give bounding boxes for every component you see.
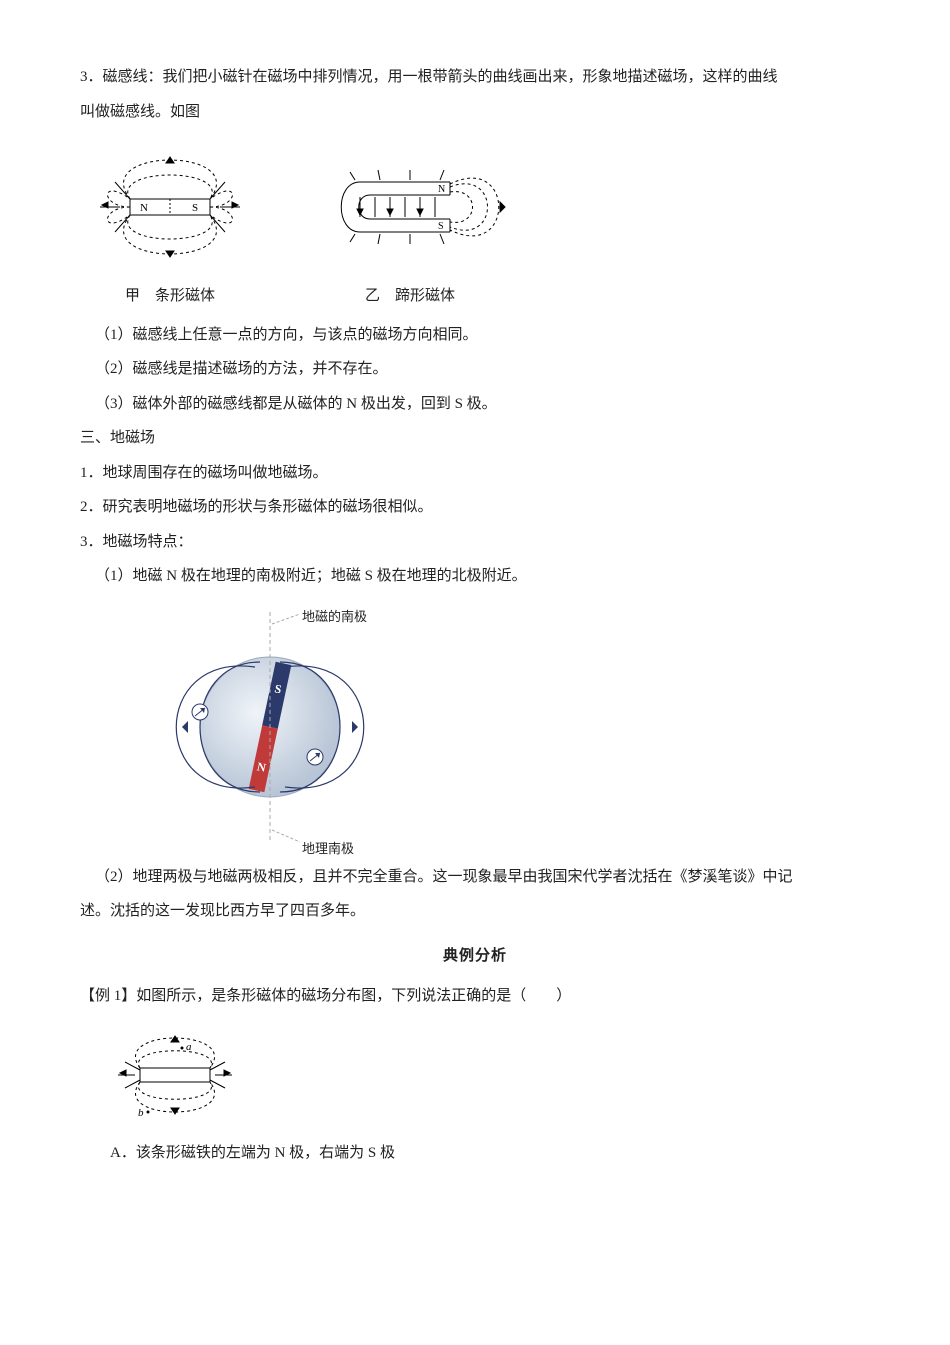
point-1: （1）磁感线上任意一点的方向，与该点的磁场方向相同。	[80, 318, 870, 353]
section-3-item-1: 1．地球周围存在的磁场叫做地磁场。	[80, 456, 870, 491]
section-3-tail-2: 述。沈括的这一发现比西方早了四百多年。	[80, 894, 870, 929]
bar-s-label: S	[192, 202, 198, 214]
examples-heading: 典例分析	[80, 939, 870, 974]
example-1-svg: a b	[100, 1020, 250, 1130]
earth-top-label: 地磁的南极	[302, 602, 367, 632]
section-3-item-2: 2．研究表明地磁场的形状与条形磁体的磁场很相似。	[80, 490, 870, 525]
earth-field-svg: S N	[140, 602, 400, 852]
section-3-tail-1: （2）地理两极与地磁两极相反，且并不完全重合。这一现象最早由我国宋代学者沈括在《…	[80, 860, 870, 895]
earth-field-figure: S N 地磁的南极	[140, 602, 400, 852]
bar-magnet-svg: N S	[80, 137, 260, 277]
intro-line-2: 叫做磁感线。如图	[80, 95, 870, 130]
example-1-figure: a b	[100, 1020, 870, 1130]
horseshoe-n-label: N	[438, 184, 445, 195]
earth-bottom-label: 地理南极	[302, 834, 354, 864]
point-3: （3）磁体外部的磁感线都是从磁体的 N 极出发，回到 S 极。	[80, 387, 870, 422]
intro-line-1: 3．磁感线：我们把小磁针在磁场中排列情况，用一根带箭头的曲线画出来，形象地描述磁…	[80, 60, 870, 95]
bar-magnet-caption: 甲 条形磁体	[80, 279, 260, 314]
example-1-label-b: b	[138, 1107, 144, 1119]
example-1-option-a: A．该条形磁铁的左端为 N 极，右端为 S 极	[80, 1136, 870, 1171]
horseshoe-magnet-figure: N S 乙 蹄形磁体	[300, 137, 520, 314]
bar-n-label: N	[140, 202, 148, 214]
section-3-sub-1: （1）地磁 N 极在地理的南极附近；地磁 S 极在地理的北极附近。	[80, 559, 870, 594]
horseshoe-s-label: S	[438, 221, 444, 232]
point-2: （2）磁感线是描述磁场的方法，并不存在。	[80, 352, 870, 387]
bar-magnet-figure: N S 甲 条形磁体	[80, 137, 260, 314]
magnet-figures-row: N S 甲 条形磁体	[80, 137, 870, 314]
example-1-question: 【例 1】如图所示，是条形磁体的磁场分布图，下列说法正确的是（ ）	[80, 979, 870, 1014]
section-3-item-3: 3．地磁场特点：	[80, 525, 870, 560]
example-1-label-a: a	[186, 1041, 192, 1053]
document-page: 3．磁感线：我们把小磁针在磁场中排列情况，用一根带箭头的曲线画出来，形象地描述磁…	[0, 0, 950, 1345]
section-3-title: 三、地磁场	[80, 421, 870, 456]
horseshoe-magnet-svg: N S	[300, 137, 520, 277]
horseshoe-magnet-caption: 乙 蹄形磁体	[300, 279, 520, 314]
